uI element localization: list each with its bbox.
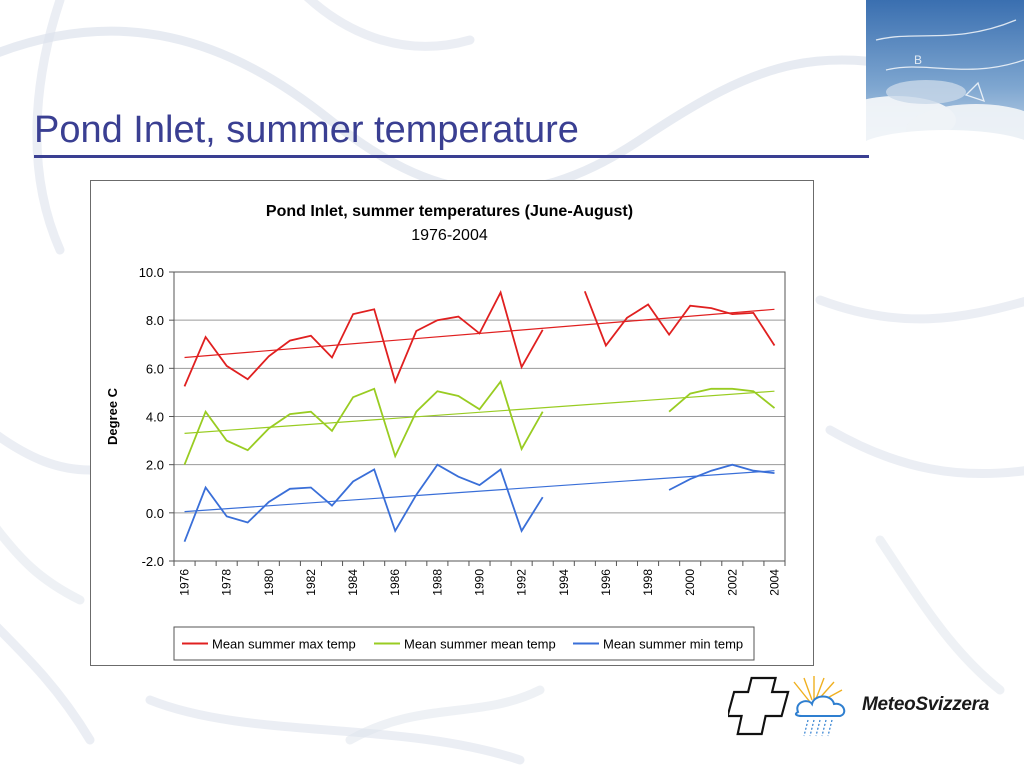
x-tick-label: 2000 — [683, 569, 697, 596]
x-tick-label: 1996 — [599, 569, 613, 596]
map-letter-b: B — [914, 53, 922, 67]
chart-frame: Pond Inlet, summer temperatures (June-Au… — [90, 180, 814, 666]
x-tick-label: 1998 — [641, 569, 655, 596]
series-line-3 — [668, 463, 775, 491]
x-tick-label: 2004 — [767, 569, 781, 596]
trend-line-2 — [184, 390, 775, 434]
meteosvizzera-logo: MeteoSvizzera — [726, 672, 1018, 740]
map-letter-h: H — [998, 135, 1007, 149]
y-tick-label: 2.0 — [146, 458, 164, 473]
x-tick-label: 1984 — [346, 569, 360, 596]
swiss-cross-sun-cloud-rain-icon — [726, 676, 846, 737]
legend-label-2: Mean summer mean temp — [404, 637, 556, 652]
x-tick-label: 1986 — [388, 569, 402, 596]
y-tick-label: 8.0 — [146, 313, 164, 328]
trend-line-3 — [184, 470, 775, 513]
legend-label-1: Mean summer max temp — [212, 637, 356, 652]
series-line-1 — [183, 290, 544, 387]
x-tick-label: 2002 — [725, 569, 739, 596]
x-tick-label: 1994 — [557, 569, 571, 596]
x-tick-label: 1978 — [220, 569, 234, 596]
series-line-2 — [183, 379, 544, 466]
x-tick-label: 1980 — [262, 569, 276, 596]
temperature-line-chart: Pond Inlet, summer temperatures (June-Au… — [105, 203, 786, 661]
page-title: Pond Inlet, summer temperature — [34, 109, 579, 151]
header-sky-image: B H — [866, 0, 1024, 158]
y-tick-label: 10.0 — [139, 265, 164, 280]
x-tick-label: 1982 — [304, 569, 318, 596]
y-tick-label: -2.0 — [142, 554, 164, 569]
series-line-2 — [668, 387, 776, 413]
y-tick-label: 4.0 — [146, 410, 164, 425]
series-line-3 — [183, 463, 544, 543]
x-tick-label: 1990 — [473, 569, 487, 596]
plot-area-border — [173, 271, 786, 562]
x-tick-label: 1992 — [515, 569, 529, 596]
chart-title: Pond Inlet, summer temperatures (June-Au… — [266, 203, 633, 220]
logo-text: MeteoSvizzera — [862, 694, 990, 715]
title-underline — [34, 155, 869, 158]
y-tick-label: 0.0 — [146, 506, 164, 521]
y-tick-label: 6.0 — [146, 361, 164, 376]
chart-subtitle: 1976-2004 — [411, 227, 488, 244]
x-tick-label: 1976 — [178, 569, 192, 596]
series-line-1 — [583, 290, 776, 348]
y-axis-label: Degree C — [105, 387, 120, 445]
legend-box — [173, 626, 755, 661]
legend-label-3: Mean summer min temp — [603, 637, 743, 652]
x-tick-label: 1988 — [430, 569, 444, 596]
